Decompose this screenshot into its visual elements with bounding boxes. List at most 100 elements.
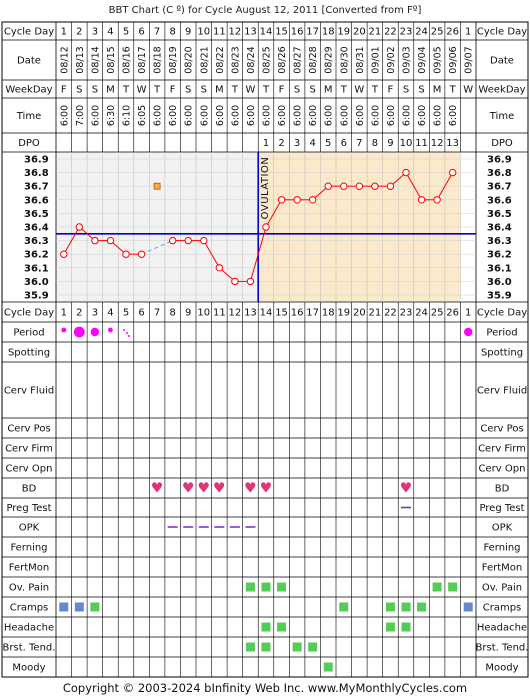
row-label-right-date: Date [490,56,514,67]
row-label-bd: BD [22,484,37,495]
time-cell: 6:00 [262,105,273,126]
weekday-cell: T [449,85,457,96]
temp-point [324,182,332,190]
row-label-opk: OPK [19,523,40,534]
y-tick-label-left: 36.1 [24,263,49,274]
weekday-cell: T [122,85,130,96]
cycle-day-cell: 8 [169,308,175,319]
y-tick-label-right: 36.5 [487,209,512,220]
cycle-day-cell: 1 [465,308,471,319]
temp-point [137,250,146,258]
headache-marker [277,622,287,632]
cycle-day-cell: 3 [92,308,98,319]
weekday-cell: M [215,85,224,96]
cycle-day-cell: 12 [229,27,242,38]
date-cell: 08/19 [168,46,179,73]
date-cell: 09/02 [386,46,397,73]
row-label-right-preg-test: Preg Test [479,503,524,514]
weekday-cell: W [463,85,473,96]
row-label-right-headache: Headache [477,623,527,634]
cycle-day-cell: 20 [353,308,366,319]
temp-point [91,236,99,245]
temp-point [433,196,441,204]
row-label-right-bd: BD [495,484,510,495]
temp-point [386,182,395,190]
bd-heart-icon: ♥ [182,481,195,497]
row-label-right-cycle-day: Cycle Day [477,308,527,319]
temp-gap-line [141,240,173,255]
time-cell: 6:00 [308,105,319,126]
period-dot [464,327,473,337]
time-cell: 6:00 [90,105,101,126]
y-tick-label-right: 36.9 [487,155,512,166]
row-label-cerv-fluid: Cerv Fluid [4,386,54,397]
row-label-ferning: Ferning [10,543,47,554]
row-label-right-period: Period [486,328,517,339]
dpo-cell: 10 [400,138,413,149]
footer-copyright: Copyright © 2003-2024 bInfinity Web Inc.… [63,681,467,695]
temp-point [277,196,286,204]
row-label-right-cerv-fluid: Cerv Fluid [477,386,527,397]
cycle-day-cell: 11 [213,27,226,38]
y-tick-label-right: 35.9 [487,291,512,302]
time-cell: 6:00 [246,105,257,126]
cycle-day-cell: 18 [322,27,335,38]
temp-line-segment [265,199,282,228]
weekday-cell: F [61,85,67,96]
cycle-day-cell: 17 [306,27,319,38]
weekday-cell: T [340,85,348,96]
y-tick-label-right: 36.0 [487,277,512,288]
row-label-right-fertmon: FertMon [482,563,522,574]
dpo-cell: 2 [278,138,284,149]
cycle-day-cell: 23 [400,27,413,38]
row-label-right-weekday: WeekDay [478,85,525,96]
brst-tend-marker [261,642,271,652]
y-tick-label-left: 35.9 [24,291,49,302]
date-cell: 09/01 [370,46,381,73]
temp-point [215,264,224,272]
cycle-day-cell: 10 [197,27,210,38]
temp-point [448,168,457,177]
row-label-spotting: Spotting [8,348,50,359]
cramps-marker [417,602,427,612]
period-dot [90,327,100,337]
cramps-marker [463,602,473,612]
cycle-day-cell: 3 [92,27,98,38]
row-label-right-cramps: Cramps [483,603,522,614]
cycle-day-cell: 21 [369,27,382,38]
weekday-cell: W [354,85,364,96]
period-dot [108,327,113,333]
y-tick-label-left: 36.8 [24,168,49,179]
cycle-day-cell: 2 [76,308,82,319]
row-label-weekday: WeekDay [5,85,52,96]
y-tick-label-right: 36.1 [487,263,512,274]
cycle-day-cell: 1 [61,308,67,319]
dpo-cell: 3 [294,138,300,149]
row-label-right-time: Time [489,111,514,122]
cycle-day-cell: 6 [138,27,144,38]
y-tick-label-left: 36.6 [24,195,49,206]
row-label-cerv-pos: Cerv Pos [7,424,50,435]
cycle-day-cell: 19 [337,308,350,319]
temperature-plot: OVULATION♥ ♥ ♥ ♥ ♥ ♥ ♥ [56,152,476,672]
dpo-cell: 7 [356,138,362,149]
moody-marker [323,662,333,672]
row-label-right-ov-pain: Ov. Pain [482,583,522,594]
temp-point [262,223,270,231]
time-cell: 6:30 [106,105,117,126]
weekday-cell: S [403,85,409,96]
y-tick-label-left: 36.0 [24,277,49,288]
row-label-right-cycle-day: Cycle Day [477,27,527,38]
bd-heart-icon: ♥ [197,481,210,497]
date-cell: 08/28 [308,46,319,73]
ov-pain-marker [245,582,255,592]
bd-heart-icon: ♥ [244,481,257,497]
dpo-cell: 1 [263,138,269,149]
row-label-right-dpo: DPO [491,138,513,149]
brst-tend-marker [245,642,255,652]
cycle-day-cell: 1 [61,27,67,38]
row-label-period: Period [13,328,44,339]
cycle-day-cell: 7 [154,27,160,38]
y-tick-label-right: 36.8 [487,168,512,179]
